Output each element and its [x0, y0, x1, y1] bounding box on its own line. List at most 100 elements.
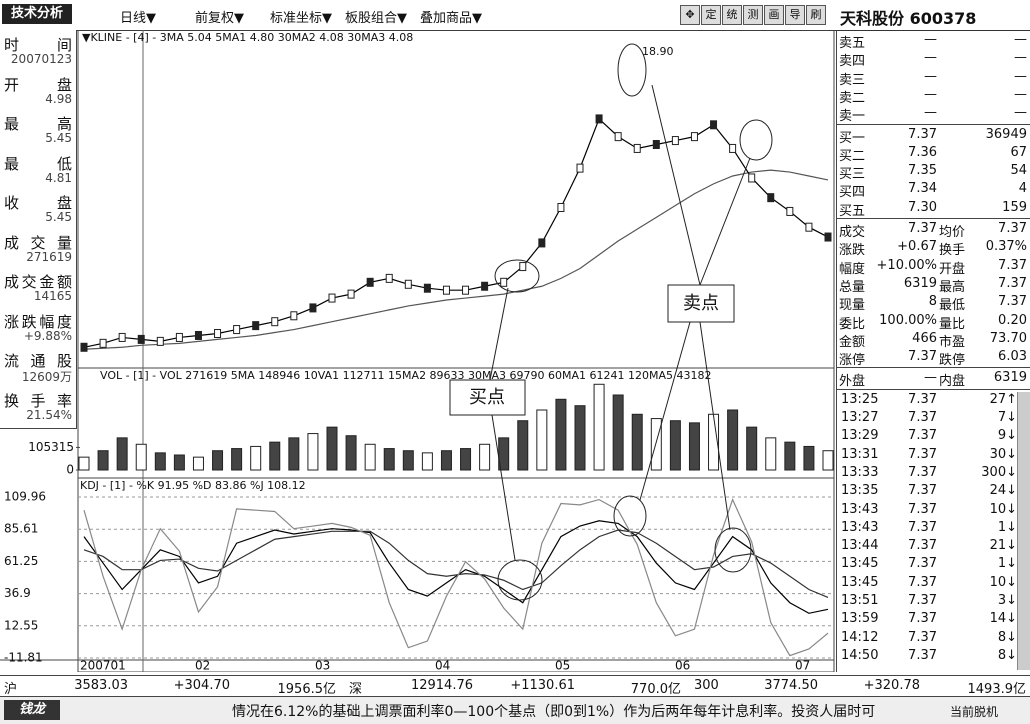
volume-bar: [364, 443, 376, 471]
trade-row-cell: 7↓: [997, 410, 1017, 425]
candle: [462, 285, 470, 295]
tool-button[interactable]: 刷: [806, 5, 826, 25]
trade-row-cell: 13:33: [841, 464, 879, 480]
x-tick-label: 03: [315, 659, 330, 673]
sell-row-cell: 卖五: [839, 36, 866, 51]
stock-header: 天科股份 600378: [840, 5, 976, 29]
candle: [595, 114, 603, 124]
stat-row-cell: 最低: [939, 298, 966, 314]
stat-row-cell: 换手: [939, 243, 966, 259]
trade-row-cell: 13:29: [841, 428, 879, 444]
candle: [385, 273, 393, 283]
sell-row-cell: —: [1014, 50, 1027, 66]
sell-row-cell: —: [1014, 68, 1027, 84]
stat-row-cell: 量比: [939, 316, 966, 332]
info-value: 4.81: [45, 170, 72, 185]
tool-button[interactable]: 统: [722, 5, 742, 25]
trade-row-cell: 7.37: [908, 483, 937, 499]
volume-bar: [173, 454, 185, 471]
stat-row-cell: 委比: [839, 316, 866, 332]
scrollbar[interactable]: [1017, 392, 1030, 670]
trade-row-cell: 7.37: [908, 556, 937, 572]
y-tick-label: -11.81: [4, 651, 43, 665]
stat-row-cell: 涨跌: [839, 243, 866, 259]
trade-row-cell: 7.37: [908, 410, 937, 425]
stat-row-cell: 7.37: [998, 275, 1027, 291]
x-tick-label: 06: [675, 659, 690, 673]
volume-bar: [727, 409, 739, 471]
stat-row-cell: 市盈: [939, 334, 966, 350]
trade-row-cell: 24↓: [989, 483, 1017, 499]
candle: [99, 338, 107, 348]
app-title[interactable]: 技术分析: [2, 4, 72, 24]
candle: [194, 330, 202, 340]
candle: [633, 143, 641, 153]
trade-row-cell: 30↓: [989, 446, 1017, 462]
trade-row-cell: 13:45: [841, 556, 879, 572]
buy-row-cell: 4: [1018, 181, 1027, 197]
candle: [519, 262, 527, 272]
trade-row-cell: 14:12: [841, 629, 879, 645]
info-value: 21.54%: [26, 407, 72, 422]
sell-label: 卖点: [683, 293, 719, 314]
info-value: +9.88%: [23, 328, 72, 343]
index-bar: 沪 3583.03 +304.70 1956.5亿深 12914.76 +1130.61 7…: [0, 675, 1030, 697]
tool-button[interactable]: ✥: [680, 5, 700, 25]
sell-row-cell: 卖二: [839, 90, 866, 106]
stat-row-cell: 7.37: [908, 221, 937, 236]
status-bar: 钱龙 情况在6.12%的基础上调票面利率0—100个基点（即0到1%）作为后两年…: [0, 697, 1030, 724]
menu-item[interactable]: 标准坐标▼: [270, 11, 332, 26]
volume-bar: [440, 450, 452, 471]
candle: [290, 311, 298, 321]
circle: [617, 43, 647, 97]
tool-button[interactable]: 画: [764, 5, 784, 25]
info-label: 开盘: [4, 75, 72, 94]
tool-button[interactable]: 测: [743, 5, 763, 25]
sell-row-cell: —: [924, 68, 937, 84]
buy-row-cell: 7.37: [908, 126, 937, 142]
index-cell: 沪: [4, 682, 18, 697]
menu-item[interactable]: 叠加商品▼: [420, 11, 482, 26]
volume-bar: [402, 450, 414, 471]
candle: [252, 321, 260, 331]
volume-bar: [536, 409, 548, 471]
candle: [118, 332, 126, 342]
volume-bar: [116, 437, 128, 471]
arrows: [489, 84, 751, 561]
volume-bar: [212, 450, 224, 471]
menu-item[interactable]: 板股组合▼: [345, 11, 407, 26]
volume-bar: [479, 443, 491, 471]
trade-row-cell: 13:25: [841, 391, 879, 407]
volume-bar: [383, 448, 395, 471]
menu-item[interactable]: 前复权▼: [195, 11, 244, 26]
trade-row-cell: 7.37: [908, 501, 937, 517]
trade-row-cell: 27↑: [989, 391, 1017, 407]
trade-row-cell: 7.37: [908, 538, 937, 554]
index-cell: 770.0亿: [630, 682, 681, 697]
separator: [837, 123, 1030, 125]
stat-row-cell: 总量: [839, 279, 866, 295]
x-tick-label: 05: [555, 659, 570, 673]
buy-row-cell: 买三: [839, 167, 866, 183]
volume-bar: [803, 445, 815, 471]
sell-row-cell: —: [924, 32, 937, 47]
separator: [837, 367, 1030, 369]
stat-row-cell: 成交: [839, 225, 866, 240]
candle: [309, 303, 317, 313]
y-tick-label: 0: [66, 463, 74, 477]
sell-row-cell: 卖三: [839, 72, 866, 88]
index-cell: 3583.03: [74, 678, 128, 693]
buy-row-cell: 7.34: [908, 181, 937, 197]
tool-button[interactable]: 导: [785, 5, 805, 25]
trade-row-cell: 13:43: [841, 519, 879, 535]
stat-row-cell: +0.67: [897, 239, 937, 255]
tool-button[interactable]: 定: [701, 5, 721, 25]
trade-row-cell: 7.37: [908, 647, 937, 663]
sell-row-cell: —: [924, 50, 937, 66]
menu-item[interactable]: 日线▼: [120, 11, 156, 26]
trade-row-cell: 13:35: [841, 483, 879, 499]
stat-row-cell: 现量: [839, 298, 866, 314]
trade-row-cell: 13:51: [841, 593, 879, 608]
volume-bar: [307, 433, 319, 471]
info-label: 换手率: [4, 391, 72, 410]
